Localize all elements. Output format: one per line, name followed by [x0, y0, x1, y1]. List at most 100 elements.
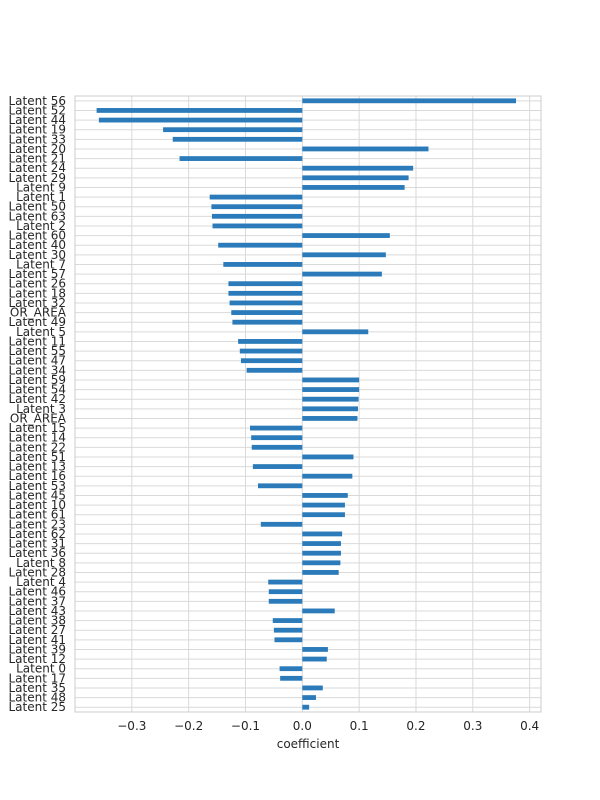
y-tick-label: Latent 1 [16, 190, 66, 204]
x-tick-label: 0.4 [520, 719, 539, 733]
y-tick-label: Latent 50 [8, 200, 66, 214]
y-tick-label: Latent 11 [8, 334, 66, 348]
y-tick-label: Latent 60 [8, 229, 66, 243]
y-tick-label: Latent 12 [8, 652, 66, 666]
y-tick-label: Latent 2 [16, 219, 66, 233]
bar [252, 464, 303, 469]
bar [302, 185, 405, 190]
y-tick-label: Latent 36 [8, 546, 66, 560]
bar [280, 675, 303, 681]
x-tick-label: −0.2 [174, 719, 203, 733]
y-tick-label: Latent 63 [8, 209, 66, 223]
y-tick-label: Latent 40 [8, 238, 66, 252]
y-tick-label: Latent 13 [8, 460, 66, 474]
y-tick-label: Latent 56 [8, 94, 66, 108]
y-tick-label: Latent 61 [8, 508, 66, 522]
bar [302, 473, 353, 479]
y-tick-label: Latent 21 [8, 152, 66, 166]
bar [257, 483, 303, 489]
y-tick-label: Latent 53 [8, 479, 66, 493]
bar [212, 223, 303, 229]
y-tick-label: Latent 49 [8, 315, 66, 329]
y-tick-label: Latent 10 [8, 498, 66, 512]
y-tick-label: Latent 5 [16, 325, 66, 339]
plot-frame [74, 95, 542, 713]
bar [302, 512, 345, 518]
y-tick-label: Latent 37 [8, 594, 66, 608]
y-tick-label: Latent 44 [8, 113, 66, 127]
y-tick-label: Latent 31 [8, 537, 66, 551]
bar [179, 156, 303, 161]
bar [98, 117, 303, 123]
y-tick-label: Latent 20 [8, 142, 66, 156]
y-tick-label: Latent 48 [8, 691, 66, 705]
bar [223, 262, 303, 267]
bar [96, 108, 303, 113]
y-tick-label: Latent 17 [8, 671, 66, 685]
x-tick-label: −0.3 [117, 719, 146, 733]
y-tick-label: Latent 45 [8, 488, 66, 502]
bar [279, 666, 303, 672]
bar [302, 493, 348, 498]
y-tick-label: Latent 14 [8, 431, 66, 445]
x-axis-title: coefficient [277, 737, 340, 751]
bar [274, 637, 303, 643]
bar [302, 416, 358, 421]
bar [302, 685, 323, 691]
y-tick-label: Latent 55 [8, 344, 66, 358]
y-tick-label: Latent 0 [16, 662, 66, 676]
y-tick-label: Latent 25 [8, 700, 66, 714]
y-tick-label: Latent 51 [8, 450, 66, 464]
bar [302, 165, 414, 171]
bar [238, 339, 303, 344]
y-tick-label: Latent 54 [8, 383, 66, 397]
y-tick-label: Latent 18 [8, 286, 66, 300]
bar [272, 618, 303, 623]
bar [163, 127, 303, 133]
y-tick-label: Latent 34 [8, 363, 66, 377]
y-tick-label: Latent 62 [8, 527, 66, 541]
bars [96, 98, 516, 710]
y-tick-label: Latent 8 [16, 556, 66, 570]
bar [218, 242, 303, 248]
y-tick-label: OR_AREA [10, 411, 67, 425]
bar [211, 213, 303, 219]
y-tick-label: Latent 22 [8, 440, 66, 454]
bar [302, 531, 343, 537]
y-tick-label: Latent 3 [16, 402, 66, 416]
x-tick-label: 0.3 [463, 719, 482, 733]
y-tick-label: Latent 35 [8, 681, 66, 695]
y-tick-label: Latent 29 [8, 171, 66, 185]
bar [302, 146, 429, 152]
bar [246, 367, 303, 373]
grid [75, 96, 541, 712]
y-tick-label: Latent 4 [16, 575, 66, 589]
y-tick-label: Latent 23 [8, 517, 66, 531]
x-tick-labels: −0.3 −0.2 −0.1 0.0 0.1 0.2 0.3 0.4 [117, 719, 539, 733]
y-tick-label: Latent 46 [8, 585, 66, 599]
bar [232, 319, 303, 325]
bar [251, 444, 303, 450]
x-tick-label: 0.1 [350, 719, 369, 733]
bar [302, 271, 382, 277]
y-tick-label: Latent 28 [8, 565, 66, 579]
bar [251, 435, 303, 441]
bar [302, 570, 339, 575]
y-tick-label: Latent 32 [8, 296, 66, 310]
bar [209, 194, 303, 200]
y-tick-label: Latent 43 [8, 604, 66, 618]
y-tick-label: Latent 30 [8, 248, 66, 262]
bar [172, 136, 303, 142]
y-tick-label: Latent 24 [8, 161, 66, 175]
bar [302, 541, 341, 546]
x-tick-label: −0.1 [231, 719, 260, 733]
y-tick-label: Latent 57 [8, 267, 66, 281]
x-tick-label: 0.0 [293, 719, 312, 733]
bar [302, 396, 359, 402]
bar [239, 348, 303, 354]
bar [302, 608, 335, 614]
y-tick-label: Latent 19 [8, 123, 66, 137]
bar [302, 695, 316, 700]
bar [302, 329, 369, 335]
